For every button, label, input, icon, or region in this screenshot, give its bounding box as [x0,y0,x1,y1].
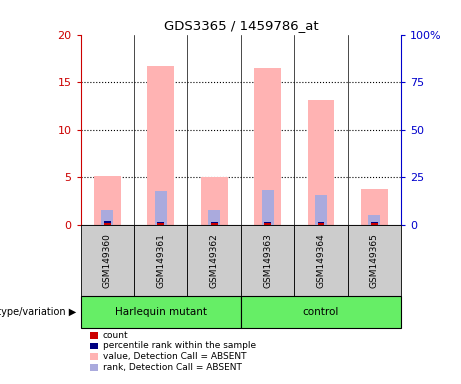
Bar [104,223,111,225]
Bar [318,222,324,223]
Text: GSM149360: GSM149360 [103,233,112,288]
Bar [158,223,164,225]
Bar [371,222,378,223]
Text: GSM149365: GSM149365 [370,233,379,288]
Bar [104,221,111,223]
Bar [211,222,218,223]
Bar [208,210,220,225]
Text: GSM149362: GSM149362 [210,233,219,288]
Bar [201,177,228,225]
Text: GSM149364: GSM149364 [316,233,325,288]
Text: rank, Detection Call = ABSENT: rank, Detection Call = ABSENT [103,363,242,372]
Bar [254,68,281,225]
Bar [318,223,324,225]
Bar [371,223,378,225]
Bar [101,210,113,225]
Bar [361,189,388,225]
Text: control: control [303,307,339,317]
Text: count: count [103,331,129,340]
Text: genotype/variation ▶: genotype/variation ▶ [0,307,76,317]
Bar [368,215,380,225]
Text: GSM149361: GSM149361 [156,233,165,288]
Text: Harlequin mutant: Harlequin mutant [115,307,207,317]
Bar [315,195,327,225]
Title: GDS3365 / 1459786_at: GDS3365 / 1459786_at [164,19,318,32]
Bar [307,100,334,225]
Bar [261,190,273,225]
Bar [264,223,271,225]
Bar [158,222,164,223]
Bar [148,66,174,225]
Bar [155,191,167,225]
Text: value, Detection Call = ABSENT: value, Detection Call = ABSENT [103,352,246,361]
Text: GSM149363: GSM149363 [263,233,272,288]
Text: percentile rank within the sample: percentile rank within the sample [103,341,256,351]
Bar [211,223,218,225]
Bar [94,176,121,225]
Bar [264,222,271,223]
